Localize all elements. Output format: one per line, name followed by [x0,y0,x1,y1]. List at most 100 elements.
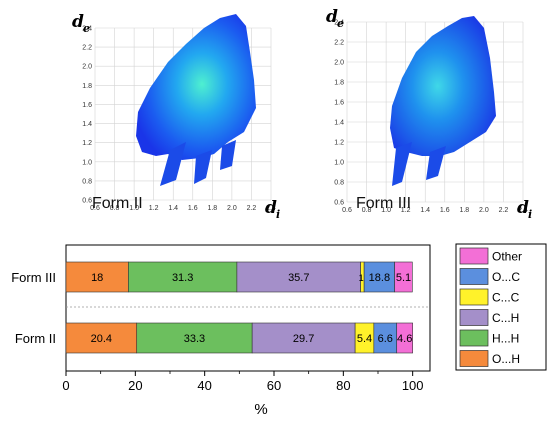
y-tick-label: 1.0 [334,160,344,167]
svg-text:d: d [326,7,338,27]
x-tick-label: 1.6 [188,205,198,212]
x-tick-label: 100 [402,378,424,393]
y-tick-label: 2.0 [82,64,92,71]
legend-swatch [459,329,489,347]
panel-label: Form II [92,195,143,212]
legend-label: H...H [492,332,519,346]
fingerprint-plot [390,16,496,156]
bar-chart: Form III 18 31.3 35.7 1. 18.8 5.1 Form II 20.4 33… [11,243,547,418]
x-tick-label: 1.2 [149,205,159,212]
data-label: 18.8 [369,272,390,284]
x-tick-label: 1.8 [459,207,469,214]
data-label: 1. [359,273,367,283]
legend-swatch [459,268,489,285]
data-label: 35.7 [288,272,309,284]
axis-label-di: d i [517,198,532,221]
bar-segment [251,322,356,354]
y-tick-label: 2.4 [82,26,92,33]
x-axis-label: % [254,401,267,418]
y-tick-label: 1.8 [334,80,344,87]
fingerprint-panel-form-ii: 0.6 0.8 1.0 1.2 1.4 1.6 1.8 2.0 2.2 2.4 0.6 0.8 1.0 1… [72,12,280,221]
data-label: 5.4 [357,333,372,345]
axis-label-de: d e [72,12,90,35]
y-tick-label: 2.2 [82,45,92,52]
y-tick-label: 1.6 [82,102,92,109]
data-label: 5.1 [396,272,411,284]
y-tick-label: 0.6 [82,198,92,205]
x-tick-label: 2.4 [266,205,276,212]
y-tick-label: 0.6 [334,200,344,207]
y-tick-label: 1.4 [334,120,344,127]
y-tick-label: 1.6 [334,100,344,107]
x-tick-label: 1.8 [207,205,217,212]
panel-label: Form III [356,195,411,212]
legend: Other O...C C...C C...H H...H O...H [455,243,547,371]
x-tick-label: 2.0 [227,205,237,212]
x-tick-label: 2.0 [479,207,489,214]
data-label: 31.3 [172,272,193,284]
bar-segment [65,322,138,354]
y-tick-label: 1.2 [82,140,92,147]
legend-label: O...H [492,352,520,366]
legend-label: O...C [492,270,520,284]
bar-segment [128,261,238,293]
x-tick-label: 1.4 [420,207,430,214]
x-tick-label: 0.8 [110,205,120,212]
legend-frame [455,243,547,371]
y-tick-label: 1.4 [82,121,92,128]
svg-text:d: d [72,12,84,32]
x-tick-label: 2.2 [499,207,509,214]
x-tick-label: 2.4 [518,207,528,214]
fingerprint-streak [160,140,236,186]
data-label: 4.6 [397,333,412,345]
legend-swatch [459,309,489,326]
legend-swatch [459,288,489,306]
svg-text:d: d [265,198,277,218]
legend-label: C...C [492,291,520,305]
y-tick-label: 0.8 [82,178,92,185]
x-tick-label: 80 [336,378,350,393]
x-tick-label: 2.2 [247,205,257,212]
y-tick-label: 1.0 [82,159,92,166]
x-tick-label: 1.0 [381,207,391,214]
x-tick-label: 20 [128,378,142,393]
x-tick-label: 1.0 [129,205,139,212]
fingerprint-panel-form-iii: 0.6 0.8 1.0 1.2 1.4 1.6 1.8 2.0 2.2 2.4 0.6 0.8 1.0 1… [326,7,532,221]
fingerprint-streak [392,142,446,186]
legend-swatch [459,247,489,265]
svg-text:i: i [276,208,280,221]
x-tick-label: 0.6 [90,205,100,212]
axis-label-di: d i [265,198,280,221]
y-tick-label: 2.2 [334,40,344,47]
bar-segment [65,261,129,293]
data-label: 33.3 [184,333,205,345]
x-tick-label: 1.6 [440,207,450,214]
legend-label: Other [492,250,522,264]
bar-segment [396,322,413,354]
svg-text:i: i [528,208,532,221]
axis-label-de: d e [326,7,344,30]
category-label: Form III [11,270,56,285]
data-label: 18 [91,272,103,284]
x-tick-label: 60 [267,378,281,393]
legend-swatch [459,350,489,367]
svg-text:e: e [337,17,344,30]
bar-segment [236,261,361,293]
y-tick-label: 0.8 [334,180,344,187]
plot-frame [65,244,431,372]
x-tick-label: 1.2 [401,207,411,214]
bar-segment [136,322,253,354]
y-tick-label: 1.2 [334,140,344,147]
x-tick-label: 40 [197,378,211,393]
x-tick-label: 0 [62,378,69,393]
y-tick-label: 2.4 [334,20,344,27]
data-label: 29.7 [293,333,314,345]
x-tick-label: 0.6 [342,207,352,214]
fingerprint-plot [136,14,256,160]
legend-label: C...H [492,311,519,325]
y-tick-label: 1.8 [82,83,92,90]
data-label: 20.4 [91,333,112,345]
bar-segment [394,261,413,293]
x-tick-label: 0.8 [362,207,372,214]
